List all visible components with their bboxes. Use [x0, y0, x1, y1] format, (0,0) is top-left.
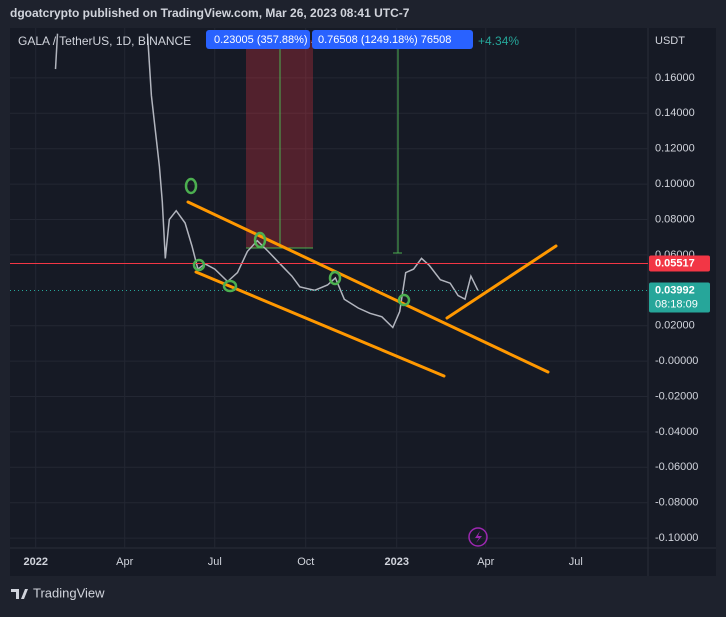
- icon-circle[interactable]: [468, 527, 488, 547]
- circle-mark: [184, 177, 198, 195]
- axis-unit: USDT: [655, 35, 685, 47]
- price-label: 0.03992: [655, 284, 695, 296]
- circles: [184, 177, 411, 307]
- alert-icon[interactable]: [468, 527, 488, 547]
- price-line: [54, 33, 479, 329]
- grid: [10, 28, 648, 548]
- x-tick-label: Oct: [297, 556, 314, 568]
- measure-label-bg: [312, 30, 473, 49]
- measure-label-bg: [206, 30, 310, 49]
- trendline: [445, 244, 558, 320]
- x-tick-label: Jul: [208, 556, 222, 568]
- logo-icon[interactable]: [11, 589, 28, 599]
- circle-mark: [222, 279, 238, 293]
- y-tick-label: 0.08000: [655, 213, 695, 225]
- y-tick-label: 0.12000: [655, 143, 695, 155]
- y-tick-label: 0.16000: [655, 72, 695, 84]
- trendline: [186, 200, 550, 374]
- x-tick-label: Jul: [569, 556, 583, 568]
- trendline: [194, 270, 446, 378]
- icon-bolt[interactable]: [475, 531, 482, 543]
- circle-mark: [328, 270, 342, 286]
- y-tick-label: -0.04000: [655, 426, 698, 438]
- series: [10, 33, 648, 329]
- price-label-bg: [649, 255, 710, 272]
- y-tick-label: -0.06000: [655, 461, 698, 473]
- header: dgoatcrypto published on TradingView.com…: [10, 6, 410, 20]
- x-tick-label: 2022: [23, 556, 47, 568]
- change: +4.34%: [478, 34, 519, 48]
- y-tick-label: 0.10000: [655, 178, 695, 190]
- circle-mark: [192, 258, 206, 272]
- price-label-bg: [649, 282, 710, 313]
- trendlines: [186, 200, 558, 378]
- circle-mark: [253, 231, 267, 249]
- y-tick-label: 0.14000: [655, 107, 695, 119]
- chart-bg: [10, 28, 716, 576]
- y-tick-label: -0.10000: [655, 532, 698, 544]
- circle-mark: [397, 293, 411, 307]
- y-tick-label: 0.02000: [655, 320, 695, 332]
- logo[interactable]: TradingView: [11, 585, 105, 600]
- footer[interactable]: TradingView: [33, 585, 105, 600]
- y-tick-label: -0.02000: [655, 390, 698, 402]
- x-tick-label: Apr: [116, 556, 133, 568]
- price-label: 0.05517: [655, 257, 695, 269]
- x-tick-label: Apr: [477, 556, 494, 568]
- measure-label: 0.23005 (357.88%) ...: [214, 34, 320, 46]
- y-tick-label: -0.08000: [655, 497, 698, 509]
- countdown: 08:18:09: [655, 298, 698, 310]
- x-tick-label: 2023: [385, 556, 409, 568]
- y-tick-label: -0.00000: [655, 355, 698, 367]
- symbol-title: GALA / TetherUS, 1D, BINANCE: [18, 34, 191, 48]
- measure-label: 0.76508 (1249.18%) 76508: [318, 34, 451, 46]
